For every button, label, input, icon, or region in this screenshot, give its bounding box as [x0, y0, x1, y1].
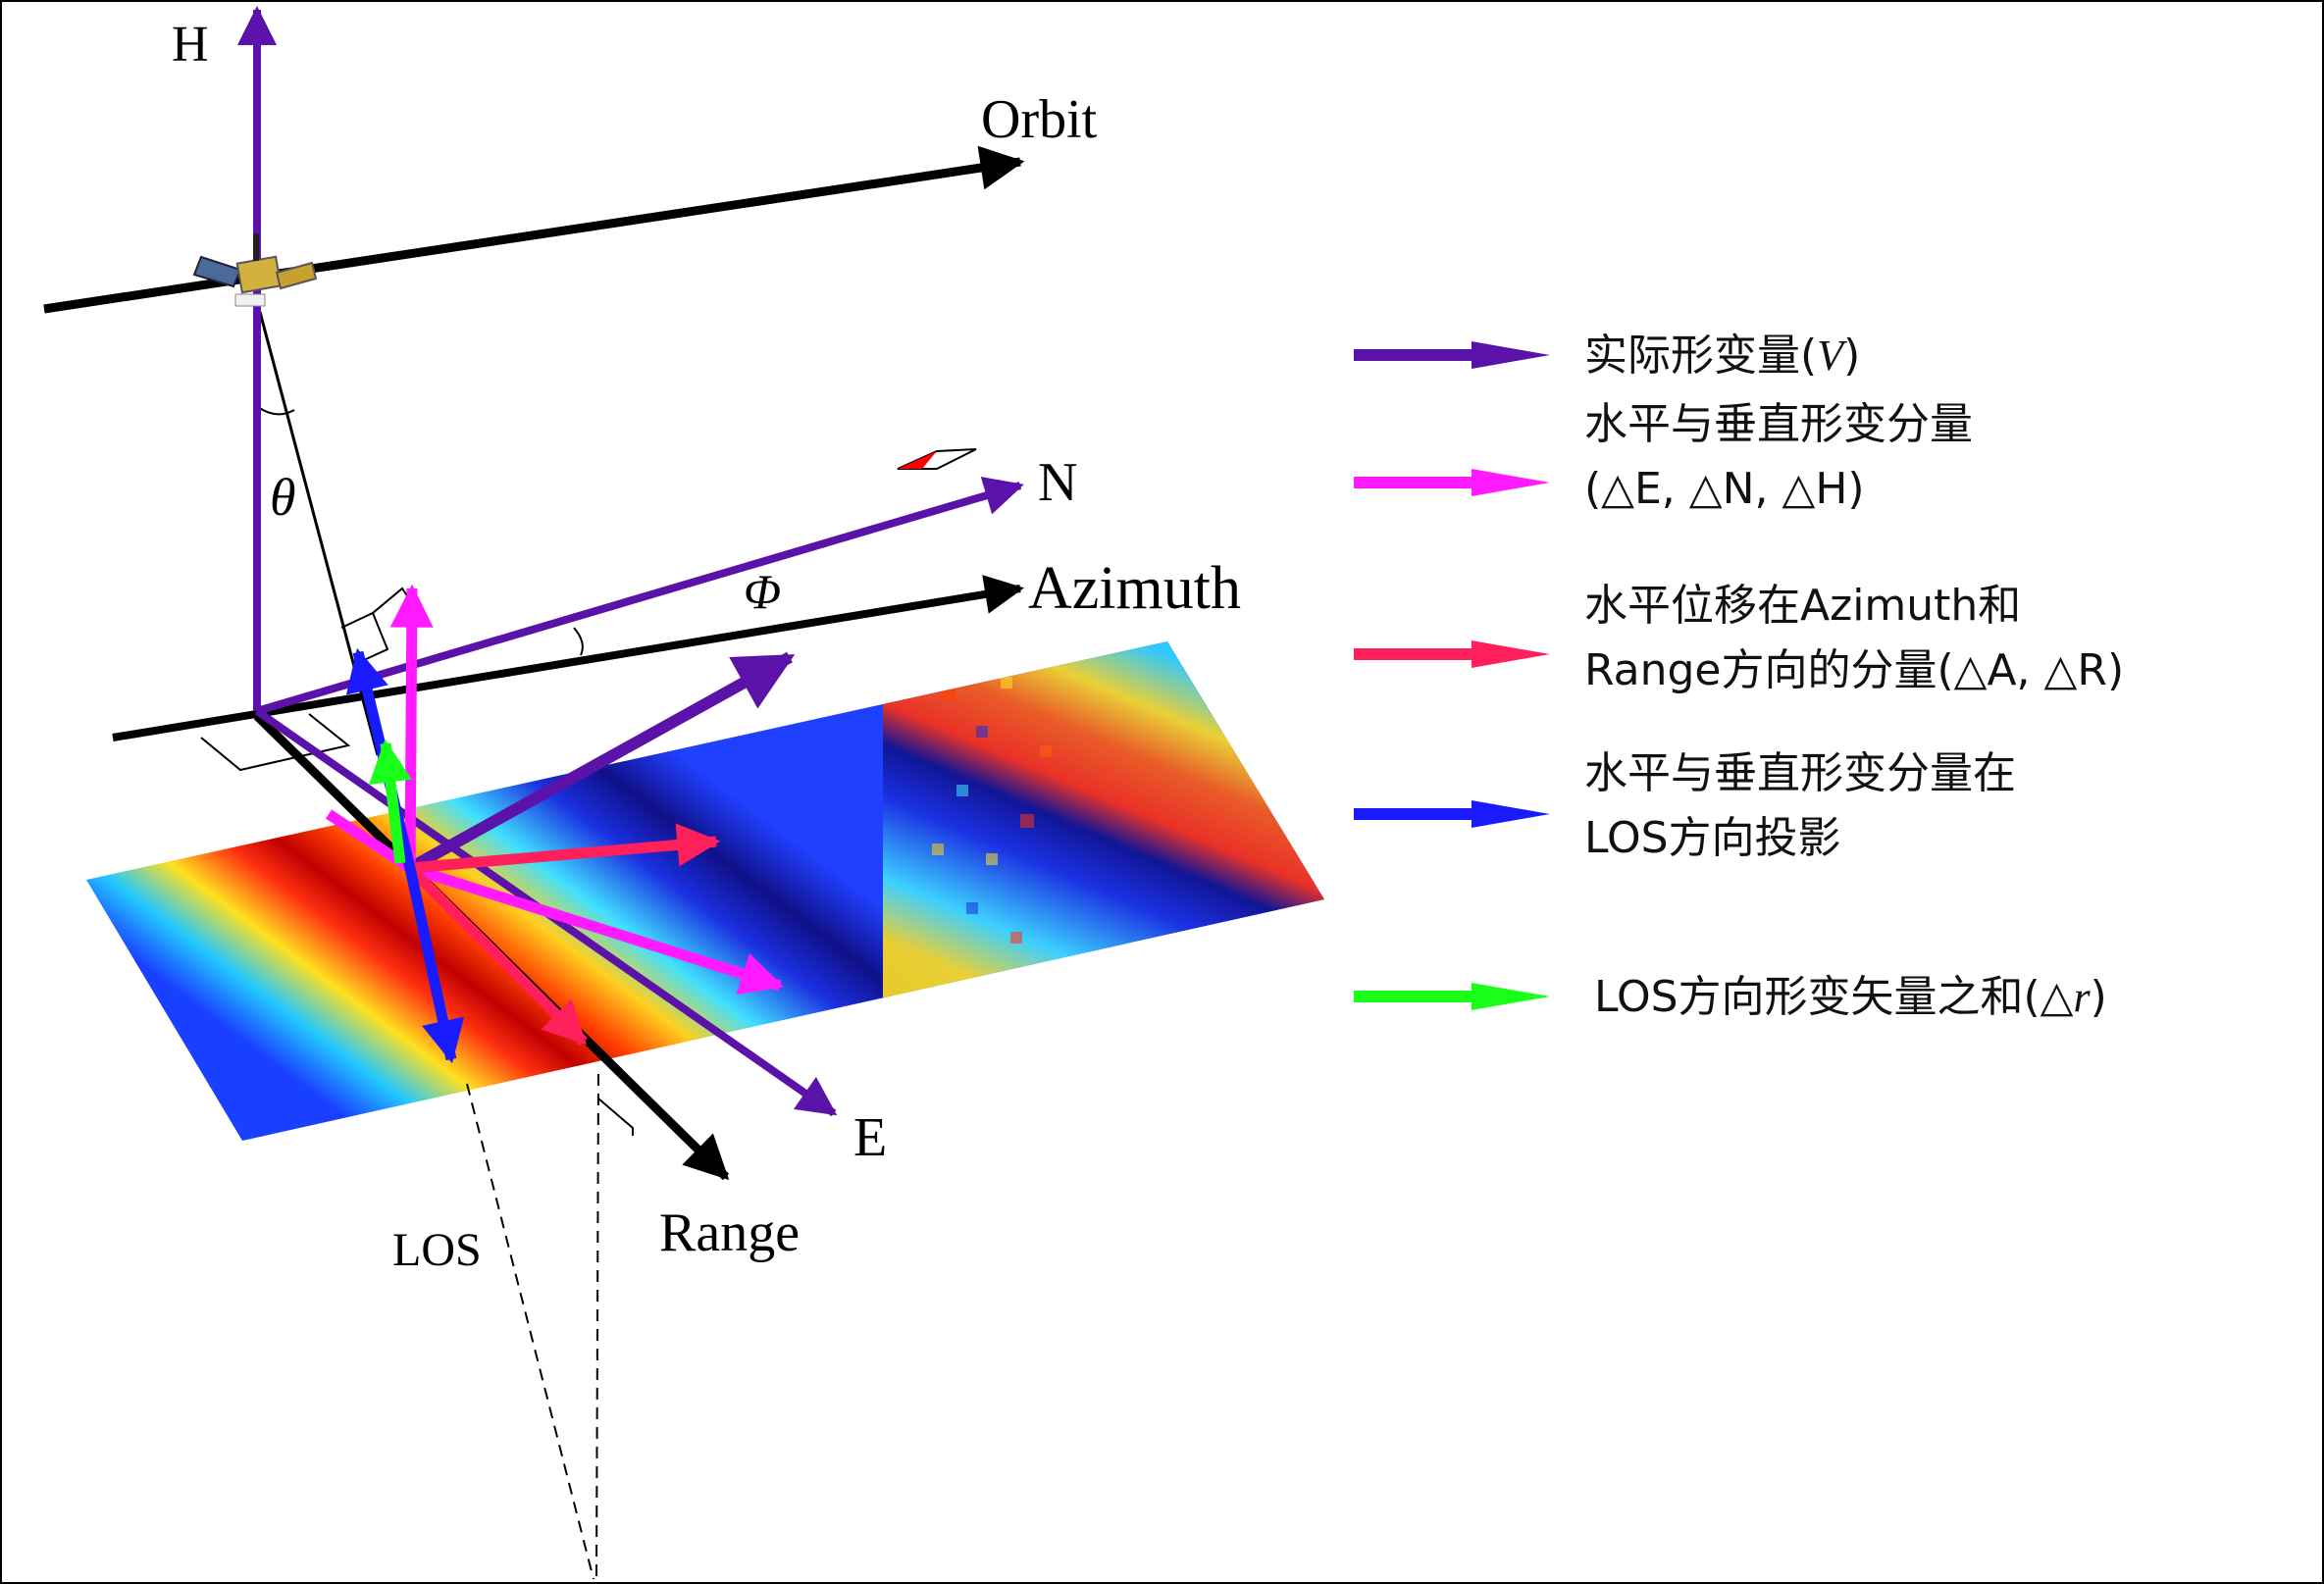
- range-label: Range: [659, 1202, 800, 1263]
- phi-label: Φ: [744, 564, 781, 619]
- vector-dr-sum: [368, 739, 412, 864]
- vector-de: [408, 862, 785, 995]
- legend-text-los-sum: LOS方向形变矢量之和(△r): [1594, 972, 2107, 1022]
- legend-arrow-green: [1354, 983, 1550, 1010]
- deformation-raster: [86, 641, 1324, 1141]
- los-dashed-line-2: [595, 1073, 599, 1580]
- noise-band: [932, 677, 1052, 944]
- n-axis: [255, 477, 1024, 715]
- orbit-label: Orbit: [981, 89, 1098, 150]
- los-label: LOS: [392, 1224, 482, 1276]
- h-label: H: [172, 17, 209, 73]
- vector-v: [407, 651, 796, 874]
- legend-arrow-magenta: [1354, 469, 1550, 496]
- theta-label: θ: [270, 468, 296, 527]
- legend-text-azimuth-range: 水平位移在Azimuth和 Range方向的分量(△A, △R): [1584, 581, 2125, 695]
- e-label: E: [853, 1107, 887, 1168]
- vector-los-proj-down: [404, 866, 465, 1064]
- legend-text-los-projection: 水平与垂直形变分量在 LOS方向投影: [1584, 748, 2016, 863]
- vector-dh: [389, 584, 434, 869]
- legend-arrow-blue: [1354, 800, 1550, 828]
- n-label: N: [1038, 452, 1077, 513]
- incidence-line: [258, 311, 380, 756]
- north-flag-icon: [897, 448, 977, 470]
- phi-arc: [573, 627, 584, 656]
- satellite-icon: [192, 233, 318, 307]
- los-right-angle: [597, 1098, 634, 1136]
- incidence-right-angle-2: [372, 587, 411, 614]
- vector-da: [409, 823, 721, 874]
- legend-text-components: 水平与垂直形变分量 (△E, △N, △H): [1584, 399, 1973, 514]
- vector-dr: [406, 864, 588, 1046]
- theta-arc: [257, 406, 295, 416]
- legend-arrow-red: [1354, 640, 1550, 668]
- legend-text-actual: 实际形变量(V): [1584, 331, 1861, 381]
- legend-arrow-purple: [1354, 341, 1550, 369]
- azimuth-label: Azimuth: [1028, 555, 1241, 622]
- los-dashed-line-1: [466, 1083, 594, 1580]
- orbit-line: [43, 145, 1025, 314]
